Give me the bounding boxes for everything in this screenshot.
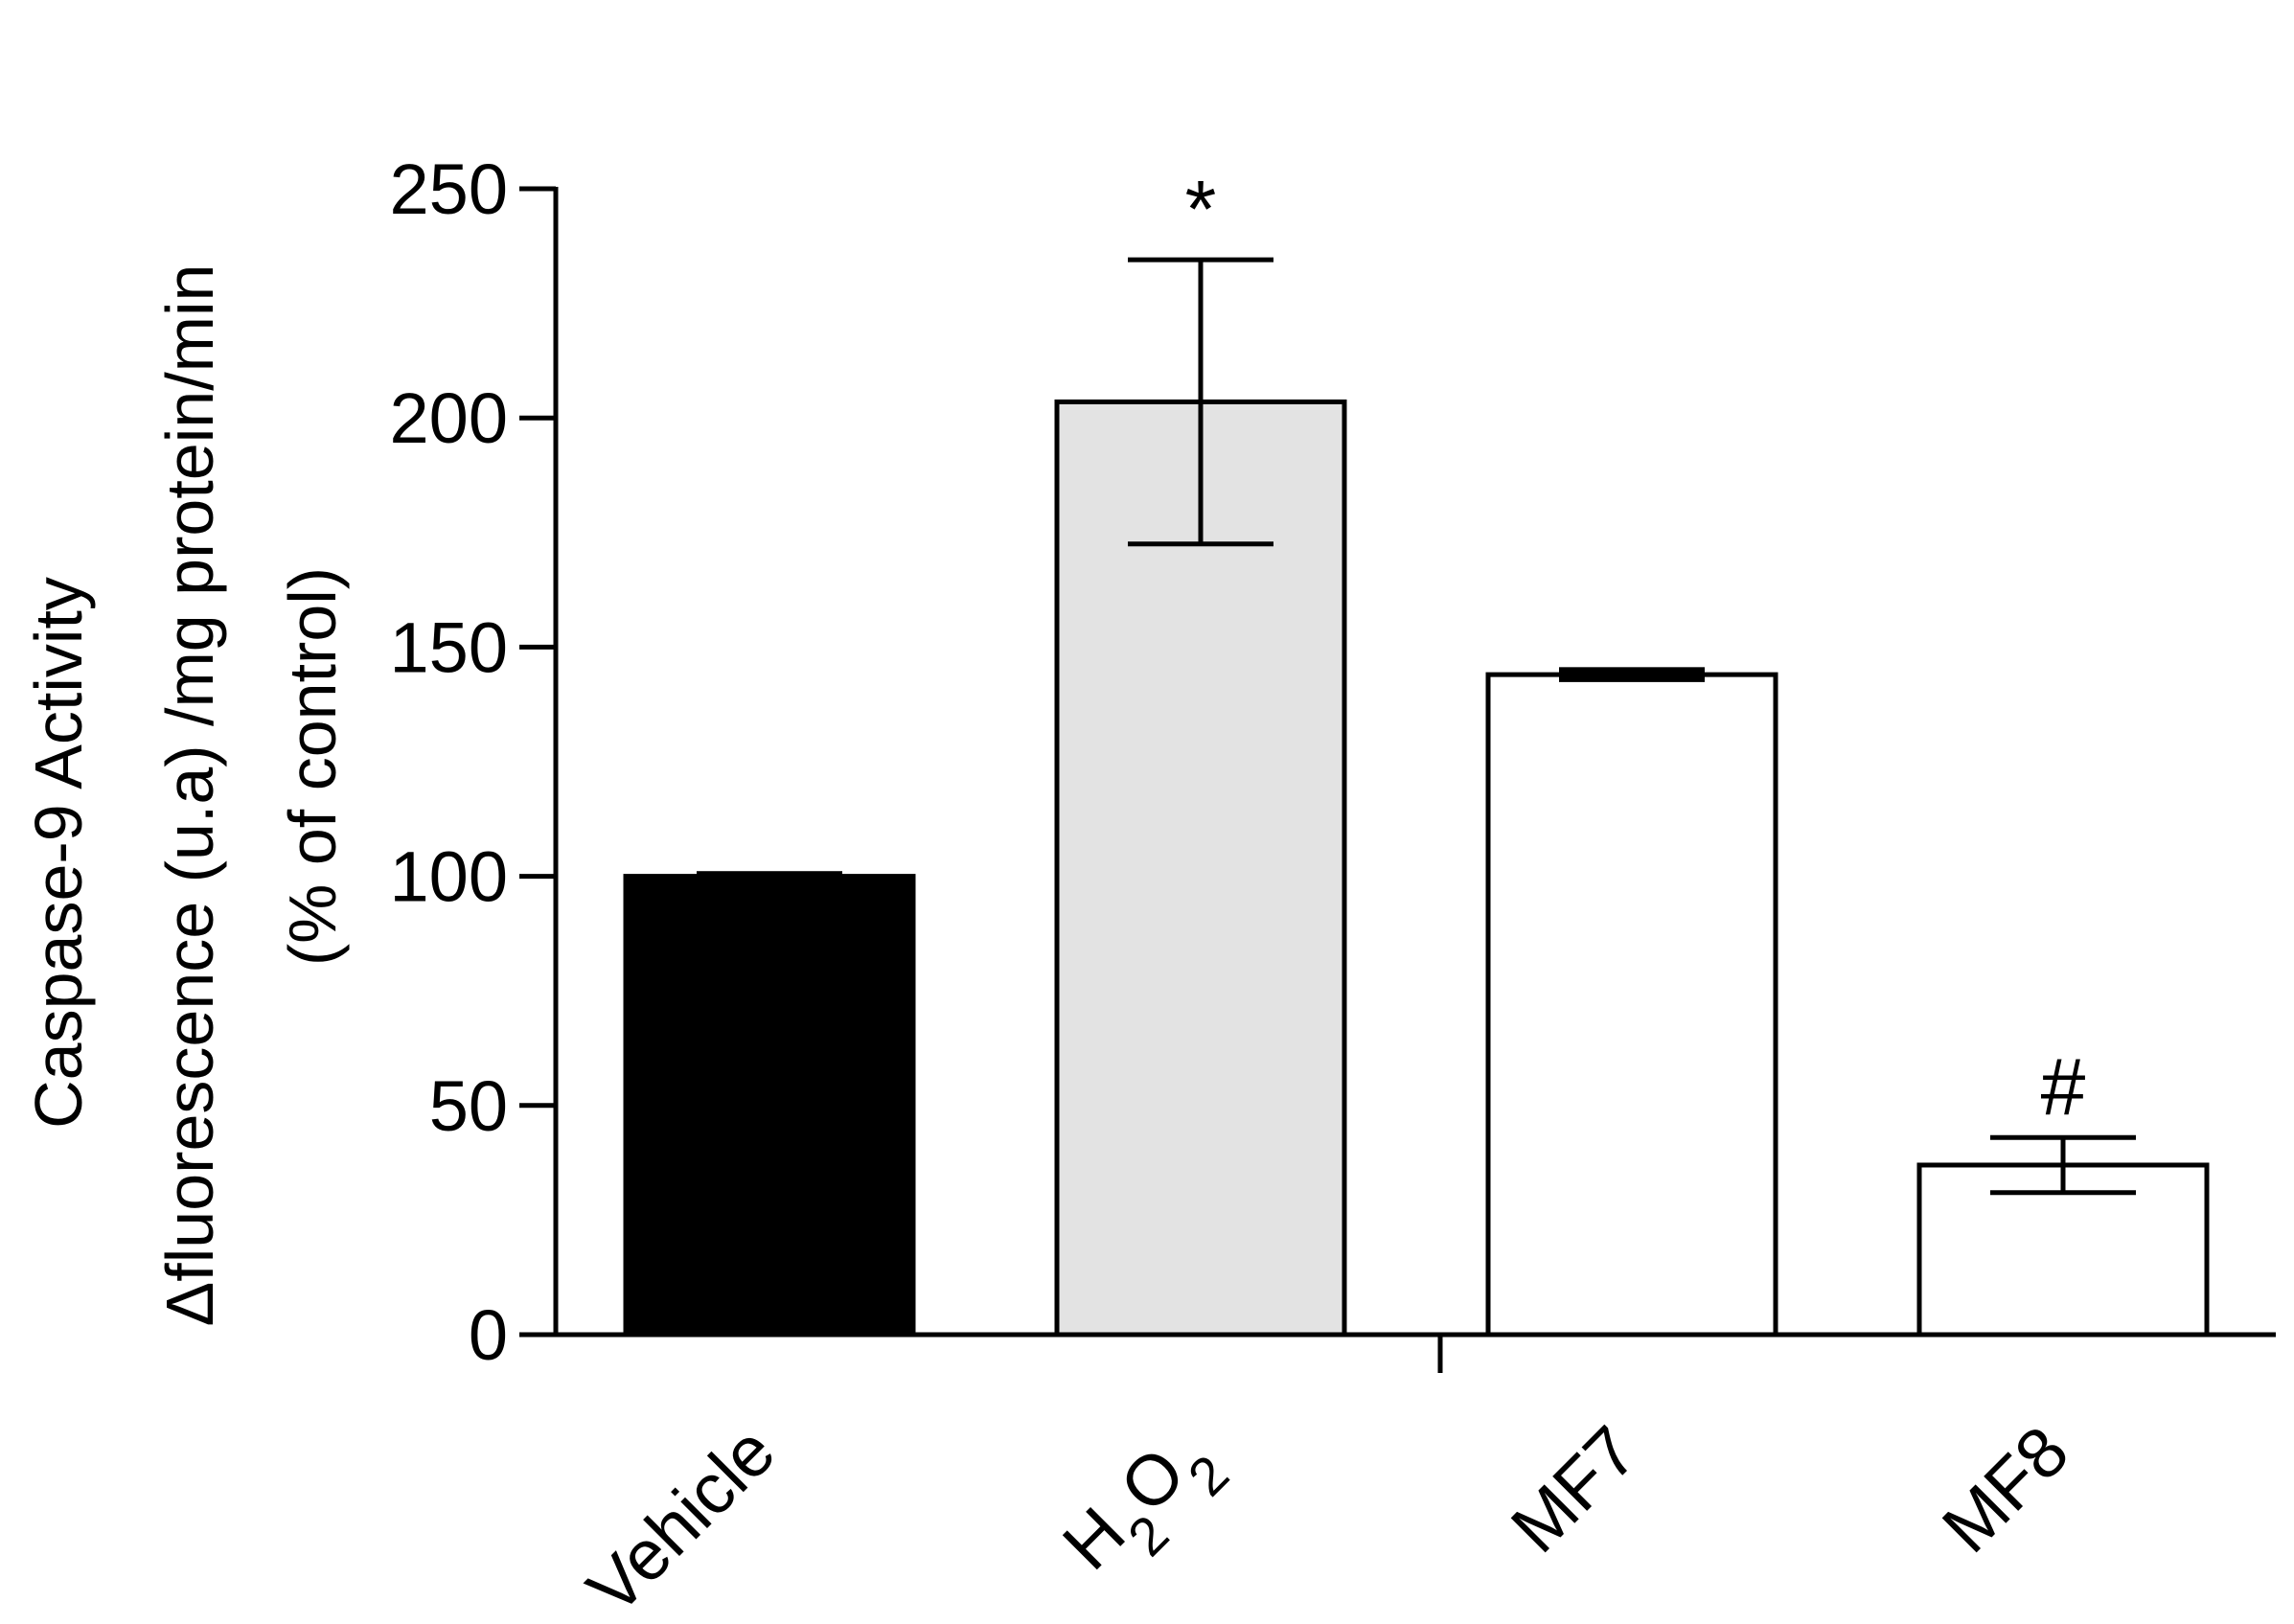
x-tick-label-h2o2: H2O2 [1047, 1411, 1240, 1604]
bars: *# [623, 164, 2210, 1338]
y-axis: 0 50 100 150 200 250 [390, 149, 559, 1375]
x-tick-label-mf7: MF7 [1496, 1411, 1652, 1567]
significance-marker: * [1185, 164, 1217, 254]
bar-vehicle [623, 874, 916, 1338]
y-tick-label: 200 [390, 378, 508, 458]
y-tick-label: 250 [390, 149, 508, 229]
bar-mf7 [1485, 672, 1778, 1338]
x-tick-label-mf8: MF8 [1927, 1411, 2083, 1567]
y-axis-label-line-1: Caspase-9 Activity [21, 577, 96, 1129]
error-bar [697, 871, 842, 881]
y-axis-label: Caspase-9 Activity Δfluorescence (u.a) /… [21, 264, 350, 1327]
y-tick-label: 50 [429, 1066, 508, 1146]
y-axis-label-line-3: (% of control) [275, 567, 350, 966]
y-tick-label: 100 [390, 837, 508, 917]
error-bar [1559, 667, 1705, 682]
y-tick-label: 0 [469, 1295, 508, 1375]
x-axis: Vehicle H2O2 MF7 MF8 [554, 1332, 2276, 1624]
significance-marker: # [2041, 1041, 2086, 1132]
x-tick-label-vehicle: Vehicle [572, 1411, 790, 1624]
y-tick-label: 150 [390, 607, 508, 687]
y-axis-label-line-2: Δfluorescence (u.a) /mg protein/min [152, 264, 227, 1327]
